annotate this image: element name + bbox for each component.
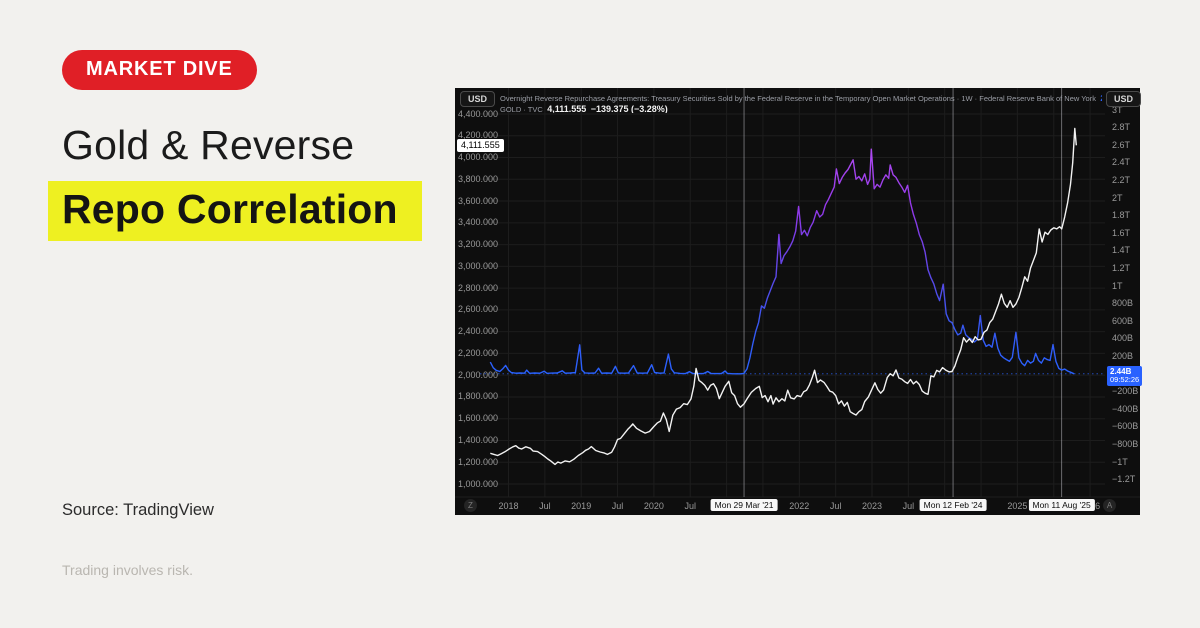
page-title-line1: Gold & Reverse (62, 122, 355, 168)
y-axis-tick-right: 800B (1112, 298, 1134, 309)
x-axis-tick: 2025 (1007, 501, 1028, 511)
risk-disclaimer: Trading involves risk. (62, 562, 193, 578)
rrp-badge-time: 09:52:26 (1110, 375, 1140, 384)
legend-gold-name: GOLD · TVC (500, 105, 543, 113)
market-dive-badge: MARKET DIVE (62, 50, 257, 90)
y-axis-tick-right: −1.2T (1112, 474, 1136, 485)
x-axis-tick: 2019 (571, 501, 592, 511)
gold-series-line (490, 127, 1077, 466)
legend-rrp-name: Overnight Reverse Repurchase Agreements:… (500, 94, 1096, 103)
y-axis-tick-right: 1.8T (1112, 210, 1131, 221)
y-axis-tick-left: 1,000.000 (458, 478, 499, 489)
y-axis-tick-right: 2.2T (1112, 174, 1131, 185)
y-axis-tick-right: 400B (1112, 333, 1134, 344)
x-axis-date-marker: Mon 29 Mar '21 (710, 499, 778, 511)
x-axis-tick: Jul (611, 501, 624, 511)
y-axis-tick-left: 1,600.000 (458, 413, 499, 424)
y-axis-tick-left: 1,800.000 (458, 391, 499, 402)
y-axis-tick-left: 2,000.000 (458, 369, 499, 380)
y-axis-tick-right: −800B (1112, 438, 1139, 449)
left-axis-currency-button[interactable]: USD (460, 91, 496, 107)
x-axis-tick: 2022 (789, 501, 810, 511)
y-axis-tick-left: 3,800.000 (458, 173, 499, 184)
x-axis-tick: Jul (902, 501, 915, 511)
rrp-series-line (489, 148, 1075, 375)
y-axis-tick-left: 3,400.000 (458, 217, 499, 228)
y-axis-tick-right: 2.6T (1112, 139, 1131, 150)
y-axis-tick-right: 2T (1112, 192, 1123, 203)
y-axis-tick-left: 4,400.000 (458, 108, 499, 119)
gold-last-price-label: 4,111.555 (457, 139, 504, 152)
y-axis-tick-left: 3,000.000 (458, 260, 499, 271)
y-axis-tick-right: 200B (1112, 350, 1134, 361)
y-axis-tick-right: −400B (1112, 403, 1139, 414)
y-axis-tick-right: −1T (1112, 456, 1128, 467)
y-axis-tick-right: 1.4T (1112, 245, 1131, 256)
autoscale-button[interactable]: A (1103, 499, 1116, 512)
gridlines (455, 88, 1140, 498)
legend-row-gold[interactable]: GOLD · TVC 4,111.555 −139.375 (−3.28%) (500, 102, 1102, 113)
y-axis-tick-right: 3T (1112, 104, 1123, 115)
rrp-badge-value: 2.44B (1110, 367, 1132, 376)
page-title-line2: Repo Correlation (62, 186, 398, 232)
timezone-button[interactable]: Z (464, 499, 477, 512)
right-axis-currency-button[interactable]: USD (1106, 91, 1142, 107)
y-axis-tick-left: 1,200.000 (458, 456, 499, 467)
y-axis-tick-right: −200B (1112, 386, 1139, 397)
y-axis-tick-left: 4,000.000 (458, 152, 499, 163)
legend-row-rrp[interactable]: Overnight Reverse Repurchase Agreements:… (500, 91, 1102, 103)
x-axis-tick: 2023 (861, 501, 883, 511)
legend-gold-value: 4,111.555 (547, 104, 587, 113)
y-axis-tick-left: 3,200.000 (458, 239, 499, 250)
chart-legend: Overnight Reverse Repurchase Agreements:… (500, 91, 1102, 113)
x-axis-date-marker: Mon 12 Feb '24 (919, 499, 987, 511)
y-axis-tick-left: 3,600.000 (458, 195, 499, 206)
y-axis-tick-right: 2.8T (1112, 122, 1131, 133)
chart-plot-area[interactable] (455, 88, 1140, 515)
y-axis-tick-left: 1,400.000 (458, 434, 499, 445)
tradingview-chart-panel[interactable]: USD USD Overnight Reverse Repurchase Agr… (455, 88, 1143, 515)
x-axis-tick: 2018 (498, 501, 519, 511)
y-axis-tick-right: 1.2T (1112, 262, 1131, 273)
x-axis-tick: 2020 (643, 501, 664, 511)
title-highlight: Repo Correlation (48, 181, 422, 241)
y-axis-tick-right: 2.4T (1112, 157, 1131, 168)
y-axis-tick-left: 2,400.000 (458, 326, 499, 337)
x-axis-date-marker: Mon 11 Aug '25 (1028, 499, 1095, 511)
x-axis-tick: Jul (684, 501, 697, 511)
y-axis-tick-left: 2,200.000 (458, 347, 499, 358)
rrp-last-price-badge: 2.44B 09:52:26 (1107, 366, 1143, 386)
legend-gold-change: −139.375 (−3.28%) (590, 104, 668, 113)
legend-rrp-value: 2.44B (1100, 94, 1102, 103)
y-axis-tick-left: 2,600.000 (458, 304, 499, 315)
y-axis-tick-left: 4,200.000 (458, 130, 499, 141)
y-axis-tick-right: 600B (1112, 315, 1134, 326)
y-axis-tick-right: 1T (1112, 280, 1123, 291)
source-attribution: Source: TradingView (62, 501, 214, 519)
x-axis-tick: Jul (539, 501, 551, 511)
y-axis-tick-right: −600B (1112, 421, 1139, 432)
y-axis-tick-right: 1.6T (1112, 227, 1131, 238)
x-axis-tick: Jul (829, 501, 842, 511)
y-axis-tick-left: 2,800.000 (458, 282, 499, 293)
